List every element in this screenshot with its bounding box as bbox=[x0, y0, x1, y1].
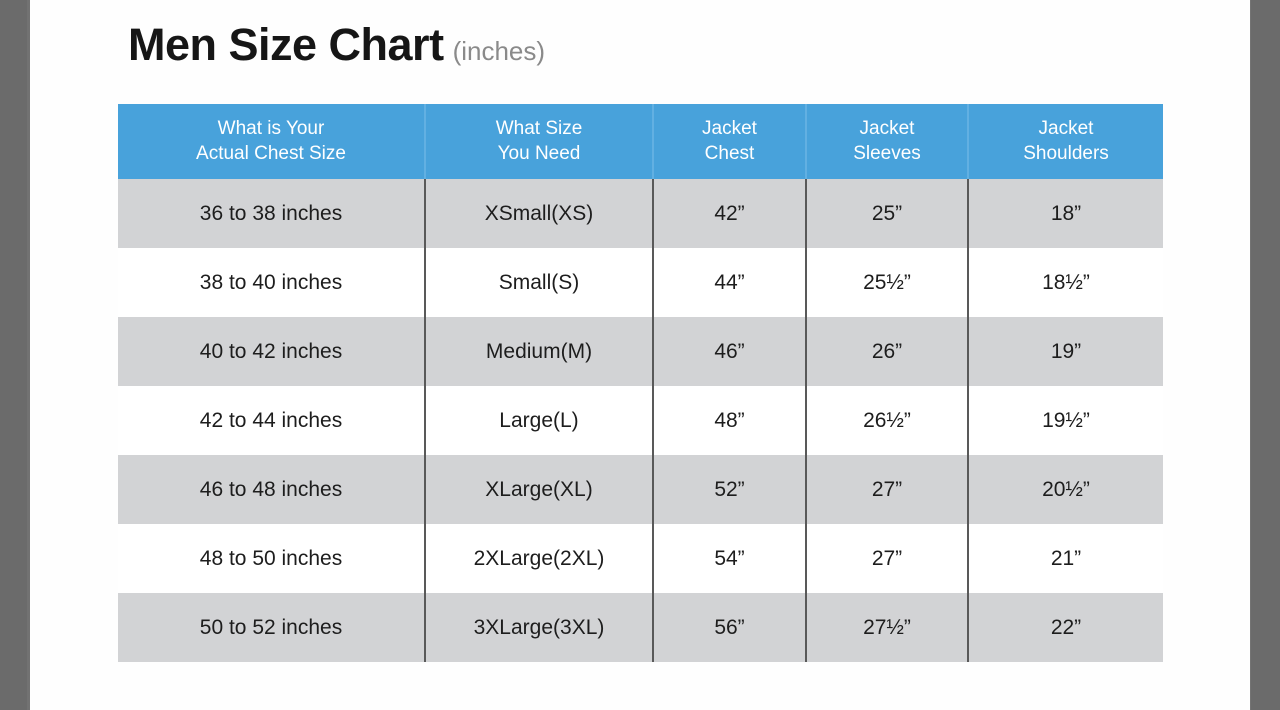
cell-jacket-sleeves: 26” bbox=[806, 317, 969, 387]
cell-jacket-chest: 56” bbox=[653, 593, 807, 663]
table-row: 48 to 50 inches 2XLarge(2XL) 54” 27” 21” bbox=[118, 524, 1163, 594]
cell-jacket-chest: 42” bbox=[653, 179, 807, 249]
column-header-line2: You Need bbox=[497, 143, 581, 165]
table-row: 40 to 42 inches Medium(M) 46” 26” 19” bbox=[118, 317, 1163, 387]
cell-size-needed: XSmall(XS) bbox=[425, 179, 654, 249]
column-header-line1: Jacket bbox=[859, 118, 915, 139]
cell-actual-chest-size: 50 to 52 inches bbox=[118, 593, 426, 663]
cell-jacket-shoulders: 19½” bbox=[968, 386, 1163, 456]
column-header-jacket-chest: Jacket Chest bbox=[653, 104, 807, 180]
cell-jacket-shoulders: 21” bbox=[968, 524, 1163, 594]
column-header-line2: Chest bbox=[704, 143, 755, 165]
table-row: 42 to 44 inches Large(L) 48” 26½” 19½” bbox=[118, 386, 1163, 456]
cell-actual-chest-size: 38 to 40 inches bbox=[118, 248, 426, 318]
cell-jacket-chest: 44” bbox=[653, 248, 807, 318]
column-header-actual-chest-size: What is Your Actual Chest Size bbox=[118, 104, 426, 180]
cell-jacket-sleeves: 25” bbox=[806, 179, 969, 249]
column-header-line2: Shoulders bbox=[1023, 143, 1109, 165]
cell-jacket-chest: 52” bbox=[653, 455, 807, 525]
letterbox-band-right bbox=[1249, 0, 1280, 710]
table-row: 50 to 52 inches 3XLarge(3XL) 56” 27½” 22… bbox=[118, 593, 1163, 663]
document-page: Men Size Chart (inches) What is Your Act… bbox=[30, 0, 1250, 710]
page-title-unit: (inches) bbox=[452, 36, 546, 66]
column-header-line1: What Size bbox=[495, 118, 583, 139]
table-row: 36 to 38 inches XSmall(XS) 42” 25” 18” bbox=[118, 179, 1163, 249]
table-body: 36 to 38 inches XSmall(XS) 42” 25” 18” 3… bbox=[118, 179, 1163, 663]
cell-actual-chest-size: 36 to 38 inches bbox=[118, 179, 426, 249]
cell-actual-chest-size: 40 to 42 inches bbox=[118, 317, 426, 387]
column-header-line1: What is Your bbox=[217, 118, 325, 139]
cell-actual-chest-size: 48 to 50 inches bbox=[118, 524, 426, 594]
cell-jacket-shoulders: 18” bbox=[968, 179, 1163, 249]
page-title: Men Size Chart (inches) bbox=[128, 22, 545, 67]
cell-size-needed: Large(L) bbox=[425, 386, 654, 456]
cell-jacket-shoulders: 18½” bbox=[968, 248, 1163, 318]
column-header-line1: Jacket bbox=[1038, 118, 1094, 139]
letterbox-band-left bbox=[0, 0, 30, 710]
cell-jacket-sleeves: 26½” bbox=[806, 386, 969, 456]
cell-size-needed: Medium(M) bbox=[425, 317, 654, 387]
cell-jacket-shoulders: 19” bbox=[968, 317, 1163, 387]
cell-jacket-chest: 54” bbox=[653, 524, 807, 594]
cell-jacket-sleeves: 27½” bbox=[806, 593, 969, 663]
cell-jacket-sleeves: 27” bbox=[806, 455, 969, 525]
cell-jacket-chest: 46” bbox=[653, 317, 807, 387]
table-header-row: What is Your Actual Chest Size What Size… bbox=[118, 104, 1163, 180]
size-chart-table: What is Your Actual Chest Size What Size… bbox=[118, 104, 1163, 663]
cell-jacket-sleeves: 27” bbox=[806, 524, 969, 594]
cell-jacket-sleeves: 25½” bbox=[806, 248, 969, 318]
cell-actual-chest-size: 42 to 44 inches bbox=[118, 386, 426, 456]
cell-size-needed: 2XLarge(2XL) bbox=[425, 524, 654, 594]
cell-jacket-shoulders: 20½” bbox=[968, 455, 1163, 525]
table-row: 38 to 40 inches Small(S) 44” 25½” 18½” bbox=[118, 248, 1163, 318]
cell-jacket-chest: 48” bbox=[653, 386, 807, 456]
column-header-line2: Sleeves bbox=[853, 143, 921, 165]
cell-actual-chest-size: 46 to 48 inches bbox=[118, 455, 426, 525]
cell-size-needed: Small(S) bbox=[425, 248, 654, 318]
column-header-line1: Jacket bbox=[702, 118, 757, 139]
column-header-line2: Actual Chest Size bbox=[196, 143, 346, 165]
table-row: 46 to 48 inches XLarge(XL) 52” 27” 20½” bbox=[118, 455, 1163, 525]
cell-size-needed: XLarge(XL) bbox=[425, 455, 654, 525]
column-header-jacket-sleeves: Jacket Sleeves bbox=[806, 104, 969, 180]
column-header-jacket-shoulders: Jacket Shoulders bbox=[968, 104, 1163, 180]
table-header: What is Your Actual Chest Size What Size… bbox=[118, 104, 1163, 180]
cell-jacket-shoulders: 22” bbox=[968, 593, 1163, 663]
column-header-size-needed: What Size You Need bbox=[425, 104, 654, 180]
page-title-main: Men Size Chart bbox=[128, 19, 444, 70]
cell-size-needed: 3XLarge(3XL) bbox=[425, 593, 654, 663]
